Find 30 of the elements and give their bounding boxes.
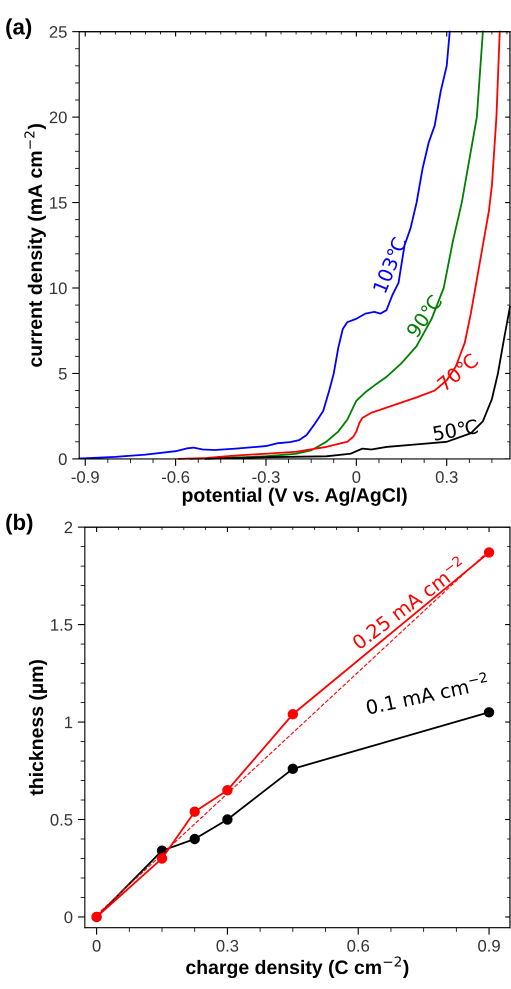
y-tick-label: 2 — [64, 522, 72, 534]
x-tick-label: -0.3 — [252, 471, 280, 483]
y-tick-label: 25 — [50, 26, 67, 38]
x-tick-label: 0 — [352, 471, 360, 483]
annotation: 50℃ — [432, 418, 478, 441]
annotation: 0.25 mA cm$^{−2}$ — [349, 555, 468, 650]
y-axis-title: current density (mA cm$^{−2}$) — [24, 124, 46, 367]
y-tick-label: 1 — [65, 716, 72, 728]
x-tick-label: 0.9 — [478, 940, 500, 952]
text: (b) — [6, 514, 32, 535]
x-tick-label: 0.3 — [216, 940, 238, 952]
y-tick-label: 1.5 — [51, 619, 72, 631]
x-axis-title: potential (V vs. Ag/AgCl) — [182, 488, 407, 506]
x-tick-label: -0.9 — [72, 471, 99, 483]
x-axis-title: charge density (C cm$^{−2}$) — [186, 956, 408, 978]
y-tick-label: 20 — [50, 112, 67, 124]
x-tick-label: 0.3 — [436, 471, 458, 483]
annotation: 103℃ — [372, 236, 407, 294]
x-tick-label: 0.6 — [347, 940, 370, 952]
text: (a) — [6, 18, 32, 40]
y-tick-label: 10 — [50, 282, 67, 294]
y-tick-label: 15 — [50, 197, 67, 209]
y-tick-label: 0.5 — [50, 814, 72, 826]
y-tick-label: 0 — [64, 911, 72, 924]
x-tick-label: 0 — [92, 940, 101, 952]
y-axis-title: thickness (µm) — [28, 660, 48, 796]
annotation: 0.1 mA cm$^{−2}$ — [364, 672, 489, 715]
y-tick-label: 5 — [58, 368, 67, 380]
y-tick-label: 0 — [58, 453, 67, 466]
x-tick-label: -0.6 — [162, 471, 190, 483]
